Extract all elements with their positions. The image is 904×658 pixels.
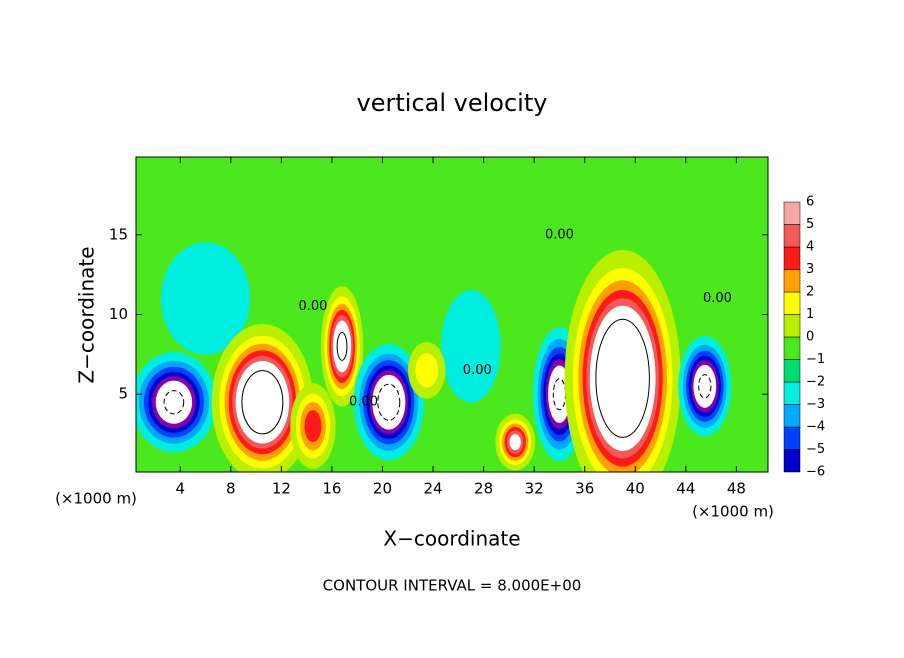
colorbar-box <box>783 269 801 293</box>
colorbar-label: −2 <box>806 375 825 390</box>
colorbar-label: −3 <box>806 397 825 412</box>
x-tick-label: 12 <box>272 480 291 498</box>
contour-label: 0.00 <box>349 395 378 410</box>
x-tick-label: 44 <box>676 480 695 498</box>
level-region <box>155 380 193 424</box>
x-tick-label: 40 <box>626 480 645 498</box>
colorbar-label: 2 <box>806 285 814 300</box>
colorbar-box <box>783 291 801 315</box>
contour-label: 0.00 <box>298 299 327 314</box>
colorbar-label: 4 <box>806 240 814 255</box>
x-tick-label: 4 <box>175 480 185 498</box>
level-region <box>235 360 290 444</box>
level-region <box>595 318 650 438</box>
x-axis-label: X−coordinate <box>383 527 520 551</box>
y-tick-label: 15 <box>109 225 128 243</box>
x-unit: (×1000 m) <box>692 503 774 521</box>
level-region <box>332 320 352 373</box>
colorbar-box <box>783 404 801 428</box>
colorbar-box <box>783 201 801 225</box>
level-region <box>372 374 406 430</box>
colorbar-box <box>783 359 801 383</box>
colorbar-box <box>783 449 801 473</box>
colorbar-label: 3 <box>806 262 814 277</box>
chart-title: vertical velocity <box>357 89 548 117</box>
x-tick-label: 24 <box>423 480 442 498</box>
x-tick-label: 20 <box>373 480 392 498</box>
overlay: 0.000.000.000.000.004 8 12 16 20 24 28 32 36 40 44… <box>109 156 825 498</box>
colorbar-label: −5 <box>806 442 825 457</box>
field <box>136 157 768 472</box>
colorbar-box <box>783 224 801 248</box>
contour-label: 0.00 <box>463 363 492 378</box>
level-region <box>377 383 401 421</box>
level-region <box>241 370 284 435</box>
note: CONTOUR INTERVAL = 8.000E+00 <box>323 577 582 595</box>
colorbar-box <box>783 314 801 338</box>
x-tick-label: 28 <box>474 480 493 498</box>
x-tick-label: 16 <box>322 480 341 498</box>
colorbar-label: 1 <box>806 307 814 322</box>
y-tick-label: 5 <box>118 385 128 403</box>
colorbar-label: −1 <box>806 352 825 367</box>
colorbar-label: 0 <box>806 330 814 345</box>
x-tick-label: 32 <box>525 480 544 498</box>
contour-label: 0.00 <box>703 291 732 306</box>
colorbar-label: 6 <box>806 195 814 210</box>
level-region <box>441 290 501 403</box>
colorbar-box <box>783 336 801 360</box>
x-tick-label: 48 <box>727 480 746 498</box>
level-region <box>304 410 322 443</box>
x-unit: (×1000 m) <box>55 490 137 508</box>
y-axis-label: Z−coordinate <box>75 246 99 383</box>
level-region <box>163 390 185 415</box>
colorbar-box <box>783 426 801 450</box>
x-tick-label: 8 <box>226 480 236 498</box>
y-tick-label: 10 <box>109 305 128 323</box>
level-region <box>693 364 717 408</box>
colorbar-label: 5 <box>806 217 814 232</box>
level-region <box>415 353 439 388</box>
level-region <box>160 242 251 355</box>
level-region <box>698 374 712 399</box>
colorbar-label: −4 <box>806 420 825 435</box>
x-tick-label: 36 <box>575 480 594 498</box>
level-region <box>336 331 348 361</box>
colorbar-box <box>783 246 801 270</box>
level-region <box>509 434 521 451</box>
contour-label: 0.00 <box>545 227 574 242</box>
level-region <box>589 305 656 451</box>
colorbar-label: −6 <box>806 465 825 480</box>
colorbar-box <box>783 381 801 405</box>
